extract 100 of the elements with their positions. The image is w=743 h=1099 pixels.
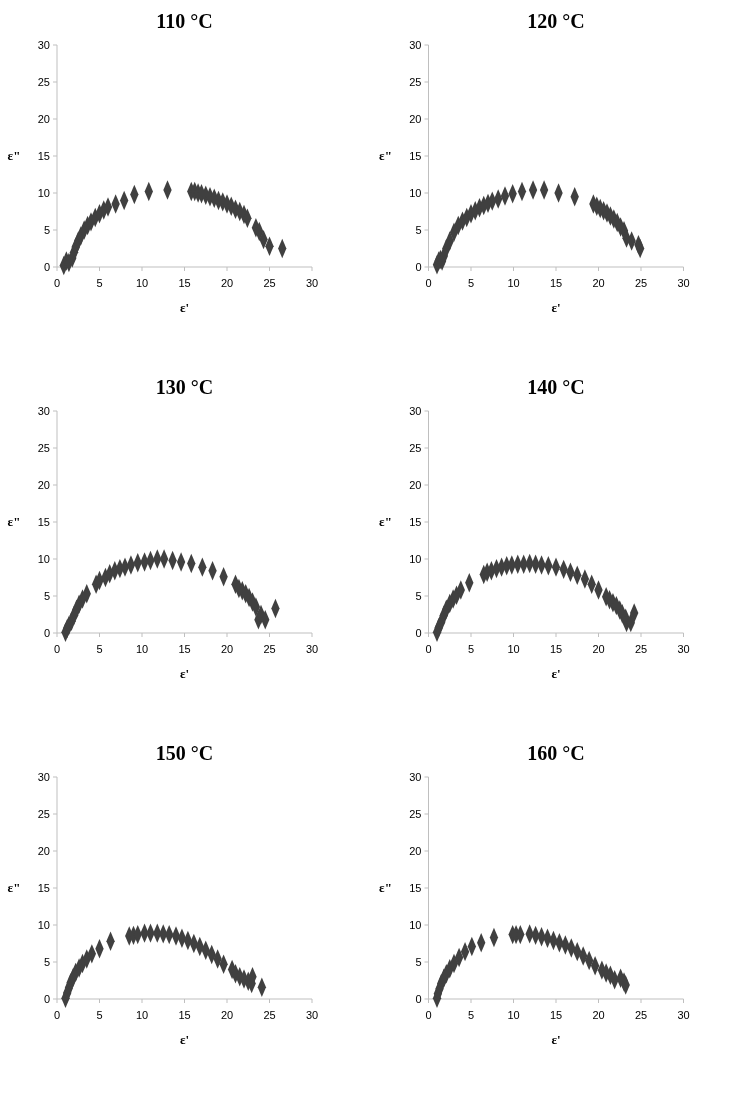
y-tick-label: 25 [37,441,50,454]
y-tick-label: 15 [409,881,422,894]
x-axis-title: ε' [551,1032,561,1047]
x-axis-title: ε' [179,300,190,315]
x-tick-label: 15 [549,643,563,655]
y-tick-label: 30 [409,38,422,51]
y-tick-label: 5 [415,223,422,236]
x-tick-label: 0 [53,643,61,655]
x-axis-title: ε' [179,1032,190,1047]
y-tick-label: 10 [37,186,50,199]
x-tick-label: 10 [507,1009,520,1021]
x-tick-label: 0 [53,277,61,289]
y-axis-title: ε" [7,880,21,896]
y-tick-label: 20 [37,112,50,125]
x-tick-label: 15 [549,1009,563,1021]
y-tick-label: 15 [409,149,422,162]
y-tick-label: 0 [43,992,50,1005]
x-tick-label: 5 [467,277,475,289]
x-tick-label: 0 [425,1009,432,1021]
y-tick-label: 10 [409,918,422,931]
x-tick-label: 30 [677,277,690,289]
x-tick-label: 5 [467,1009,475,1021]
x-tick-label: 20 [220,1009,234,1021]
y-tick-label: 30 [37,404,50,417]
x-tick-label: 5 [96,1009,103,1021]
y-axis-title: ε" [379,148,392,164]
y-tick-label: 20 [37,844,50,857]
y-tick-label: 10 [37,552,50,565]
y-tick-label: 15 [37,515,50,528]
x-tick-label: 0 [425,643,432,655]
x-tick-label: 15 [178,1009,191,1021]
x-tick-label: 25 [263,1009,276,1021]
y-tick-label: 20 [409,112,422,125]
x-tick-label: 25 [634,277,648,289]
x-tick-label: 25 [634,643,648,655]
x-axis-title: ε' [551,666,561,681]
x-tick-label: 20 [592,643,605,655]
x-tick-label: 25 [263,643,276,655]
y-tick-label: 5 [415,589,422,602]
chart-title: 160 °C [527,742,585,764]
x-tick-label: 10 [135,643,149,655]
y-tick-label: 0 [415,260,422,273]
x-tick-label: 5 [96,277,103,289]
y-tick-label: 0 [43,260,50,273]
x-tick-label: 10 [507,277,520,289]
x-tick-label: 20 [220,277,234,289]
x-tick-label: 5 [96,643,103,655]
y-tick-label: 20 [409,478,422,491]
x-tick-label: 25 [634,1009,648,1021]
x-tick-label: 15 [178,643,191,655]
x-tick-label: 30 [305,643,319,655]
y-tick-label: 15 [37,881,50,894]
x-tick-label: 10 [507,643,520,655]
x-tick-label: 20 [592,1009,605,1021]
x-tick-label: 25 [263,277,276,289]
y-tick-label: 15 [409,515,422,528]
y-tick-label: 30 [37,770,50,783]
y-axis-title: ε" [7,514,21,530]
y-tick-label: 30 [409,404,422,417]
y-tick-label: 30 [409,770,422,783]
x-tick-label: 5 [467,643,475,655]
y-tick-label: 5 [43,223,50,236]
y-tick-label: 5 [43,955,50,968]
x-tick-label: 30 [677,643,690,655]
x-axis-title: ε' [551,300,561,315]
y-tick-label: 25 [409,807,422,820]
x-tick-label: 0 [53,1009,61,1021]
y-tick-label: 25 [409,441,422,454]
y-tick-label: 25 [37,807,50,820]
y-tick-label: 20 [37,478,50,491]
x-tick-label: 30 [305,1009,319,1021]
y-tick-label: 5 [415,955,422,968]
y-tick-label: 30 [37,38,50,51]
x-tick-label: 30 [305,277,319,289]
y-tick-label: 25 [409,75,422,88]
chart-title: 140 °C [527,376,585,398]
y-axis-title: ε" [379,880,392,896]
y-tick-label: 10 [409,552,422,565]
y-tick-label: 0 [43,626,50,639]
x-axis-title: ε' [179,666,190,681]
y-tick-label: 10 [37,918,50,931]
chart-title: 110 °C [156,10,213,32]
x-tick-label: 10 [135,1009,149,1021]
x-tick-label: 20 [592,277,605,289]
x-tick-label: 15 [549,277,563,289]
y-tick-label: 0 [415,626,422,639]
chart-title: 150 °C [155,742,214,764]
x-tick-label: 10 [135,277,149,289]
y-tick-label: 20 [409,844,422,857]
x-tick-label: 20 [220,643,234,655]
y-tick-label: 0 [415,992,422,1005]
y-tick-label: 15 [37,149,50,162]
x-tick-label: 30 [677,1009,690,1021]
y-tick-label: 25 [37,75,50,88]
chart-title: 130 °C [155,376,214,398]
y-tick-label: 10 [409,186,422,199]
x-tick-label: 0 [425,277,432,289]
chart-title: 120 °C [527,10,585,32]
x-tick-label: 15 [178,277,191,289]
y-axis-title: ε" [7,148,21,164]
